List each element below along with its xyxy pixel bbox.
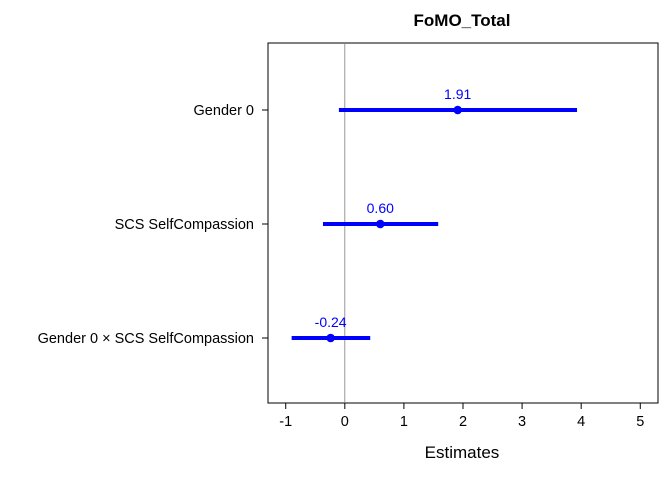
estimate-point (326, 333, 335, 343)
term-label: Gender 0 (194, 103, 254, 119)
y-axis-terms: Gender 0 SCS SelfCompassion Gender 0 × SCS… (38, 103, 268, 347)
x-tick-label: 1 (400, 414, 408, 430)
estimate-point (453, 105, 462, 115)
chart-title: FoMO_Total (414, 11, 511, 30)
term-label: SCS SelfCompassion (115, 217, 254, 233)
estimate-value-label: -0.24 (315, 314, 347, 330)
x-tick-label: -1 (279, 414, 292, 430)
estimate-point (375, 219, 385, 229)
estimate-value-label: 0.60 (367, 200, 394, 216)
x-tick-label: 2 (459, 414, 467, 430)
estimate-value-label: 1.91 (444, 86, 471, 102)
x-axis-title: Estimates (425, 443, 500, 462)
x-tick-label: 3 (518, 414, 526, 430)
x-tick-label: 0 (341, 414, 349, 430)
x-axis: -1 0 1 2 3 4 5 (279, 403, 644, 430)
estimate-marks: 1.91 0.60 -0.24 (291, 86, 578, 343)
term-label: Gender 0 × SCS SelfCompassion (38, 331, 254, 347)
x-tick-label: 5 (636, 414, 644, 430)
x-tick-label: 4 (577, 414, 585, 430)
